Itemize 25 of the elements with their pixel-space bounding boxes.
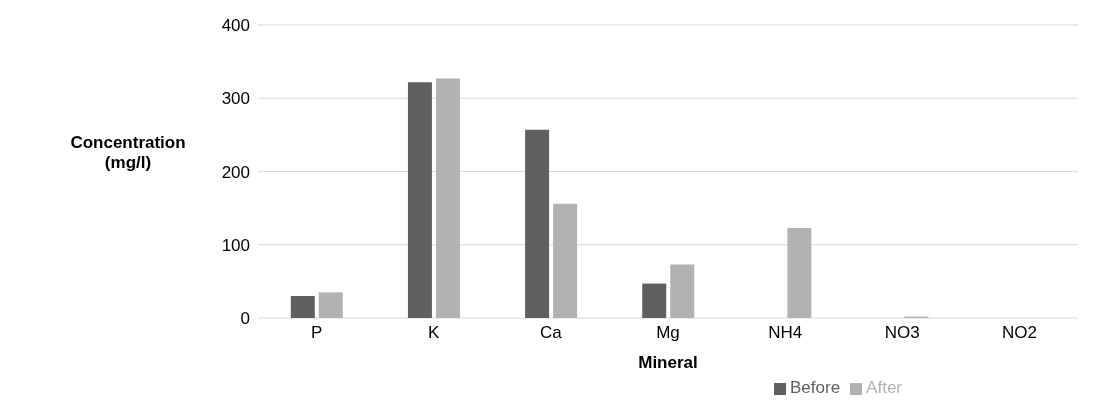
legend-label: After xyxy=(866,378,902,397)
x-tick-label: NO2 xyxy=(1001,323,1037,343)
y-tick-label: 0 xyxy=(240,309,250,329)
x-tick-label: K xyxy=(428,323,441,343)
legend-label: Before xyxy=(790,378,841,397)
x-tick-label: P xyxy=(310,323,323,343)
y-axis-title: Concentration (mg/l) xyxy=(69,133,187,173)
bar xyxy=(318,292,343,318)
y-tick-label: 200 xyxy=(221,162,250,182)
x-tick-label: NO3 xyxy=(884,323,920,343)
x-tick-label: NH4 xyxy=(768,323,803,343)
bar xyxy=(290,296,315,318)
bar xyxy=(670,264,695,318)
bar xyxy=(553,203,578,318)
x-tick-label: Ca xyxy=(539,323,563,343)
bar xyxy=(642,283,667,318)
bar xyxy=(407,82,432,318)
y-tick-label: 400 xyxy=(221,16,250,36)
x-tick-label: Mg xyxy=(656,323,680,343)
y-tick-label: 300 xyxy=(221,89,250,109)
bar xyxy=(435,78,460,318)
y-tick-label: 100 xyxy=(221,235,250,255)
x-axis-title: Mineral xyxy=(638,353,698,372)
bar xyxy=(787,227,812,318)
bar xyxy=(525,129,550,318)
